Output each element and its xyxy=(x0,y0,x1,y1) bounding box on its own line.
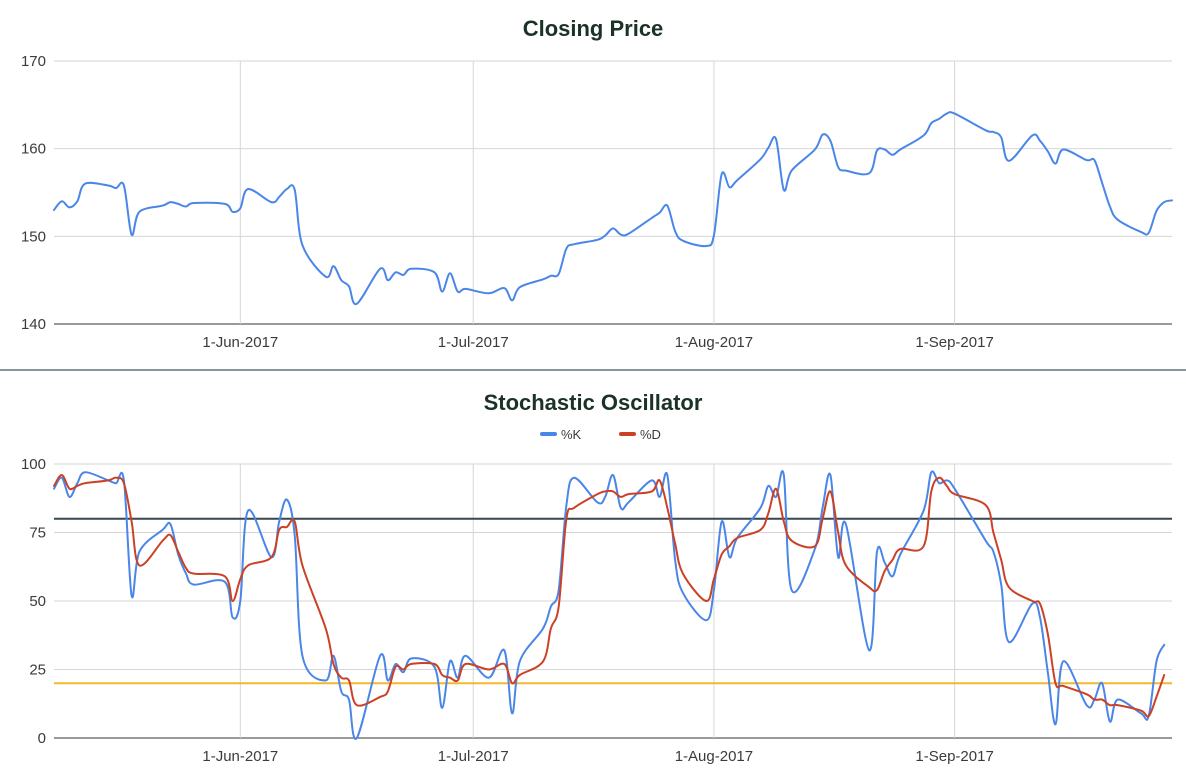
y-tick-label: 140 xyxy=(21,316,46,333)
chart-grid xyxy=(54,463,1172,739)
tick-labels: 140 150 160 170 1-Jun-2017 1-Jul-2017 1-Aug-20… xyxy=(21,53,994,351)
x-tick-label: 1-Jul-2017 xyxy=(438,334,509,351)
series-layer xyxy=(53,111,1173,306)
series-line-d xyxy=(53,474,1166,718)
chart-title: Stochastic Oscillator xyxy=(484,390,703,415)
y-tick-label: 100 xyxy=(21,456,46,473)
x-tick-label: 1-Aug-2017 xyxy=(675,334,753,351)
x-tick-label: 1-Sep-2017 xyxy=(915,334,993,351)
series-line-price xyxy=(53,111,1173,306)
series-line-k xyxy=(53,470,1166,740)
x-tick-label: 1-Sep-2017 xyxy=(915,748,993,765)
stochastic-oscillator-chart: Stochastic Oscillator %K %D 0 25 50 75 100 1-… xyxy=(21,390,1172,765)
x-tick-label: 1-Jul-2017 xyxy=(438,748,509,765)
legend-label-k: %K xyxy=(561,427,582,442)
series-layer xyxy=(53,470,1166,740)
chart-title: Closing Price xyxy=(523,16,664,41)
y-tick-label: 25 xyxy=(29,662,46,679)
y-tick-label: 50 xyxy=(29,593,46,610)
y-tick-label: 75 xyxy=(29,525,46,542)
chart-grid xyxy=(54,60,1172,325)
x-tick-label: 1-Jun-2017 xyxy=(202,748,278,765)
legend-label-d: %D xyxy=(640,427,661,442)
y-tick-label: 150 xyxy=(21,228,46,245)
x-tick-label: 1-Aug-2017 xyxy=(675,748,753,765)
y-tick-label: 160 xyxy=(21,141,46,158)
legend: %K %D xyxy=(540,427,661,442)
y-tick-label: 0 xyxy=(38,730,46,747)
tick-labels: 0 25 50 75 100 1-Jun-2017 1-Jul-2017 1-Aug-2017… xyxy=(21,456,994,765)
y-tick-label: 170 xyxy=(21,53,46,70)
x-tick-label: 1-Jun-2017 xyxy=(202,334,278,351)
reference-lines xyxy=(54,517,1172,685)
closing-price-chart: Closing Price 140 150 160 170 1-Jun-2017 1-Ju… xyxy=(21,16,1173,351)
